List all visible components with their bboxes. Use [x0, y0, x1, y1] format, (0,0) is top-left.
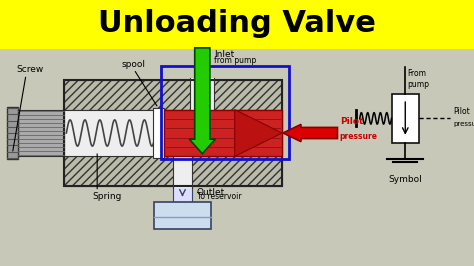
- Polygon shape: [235, 110, 282, 156]
- Text: To reservoir: To reservoir: [197, 192, 241, 201]
- Bar: [191, 78, 214, 111]
- Bar: [173, 186, 192, 202]
- Text: Symbol: Symbol: [388, 175, 422, 184]
- Text: Pilot: Pilot: [340, 117, 363, 126]
- Bar: [161, 66, 289, 159]
- Text: spool: spool: [122, 60, 146, 69]
- Text: pressure: pressure: [453, 121, 474, 127]
- Bar: [153, 108, 164, 158]
- Text: Pilot: Pilot: [453, 107, 470, 116]
- Bar: [164, 110, 282, 156]
- Text: Unloading Valve: Unloading Valve: [98, 9, 376, 38]
- FancyArrow shape: [283, 124, 337, 142]
- Text: From
pump: From pump: [408, 69, 429, 89]
- Bar: [64, 80, 282, 110]
- Bar: [64, 80, 282, 186]
- Text: Spring: Spring: [92, 192, 122, 201]
- Bar: [7, 107, 18, 159]
- Bar: [154, 202, 211, 229]
- Bar: [173, 155, 192, 188]
- FancyArrow shape: [189, 48, 215, 154]
- Text: Screw: Screw: [17, 65, 44, 74]
- Bar: [18, 110, 64, 156]
- Text: Inlet: Inlet: [214, 50, 235, 59]
- Text: Outlet: Outlet: [197, 188, 225, 197]
- Bar: [64, 110, 282, 156]
- Bar: [64, 156, 282, 186]
- Bar: [392, 94, 419, 143]
- Bar: [0, 0, 474, 48]
- Text: from pump: from pump: [214, 56, 256, 65]
- Text: pressure: pressure: [340, 132, 378, 141]
